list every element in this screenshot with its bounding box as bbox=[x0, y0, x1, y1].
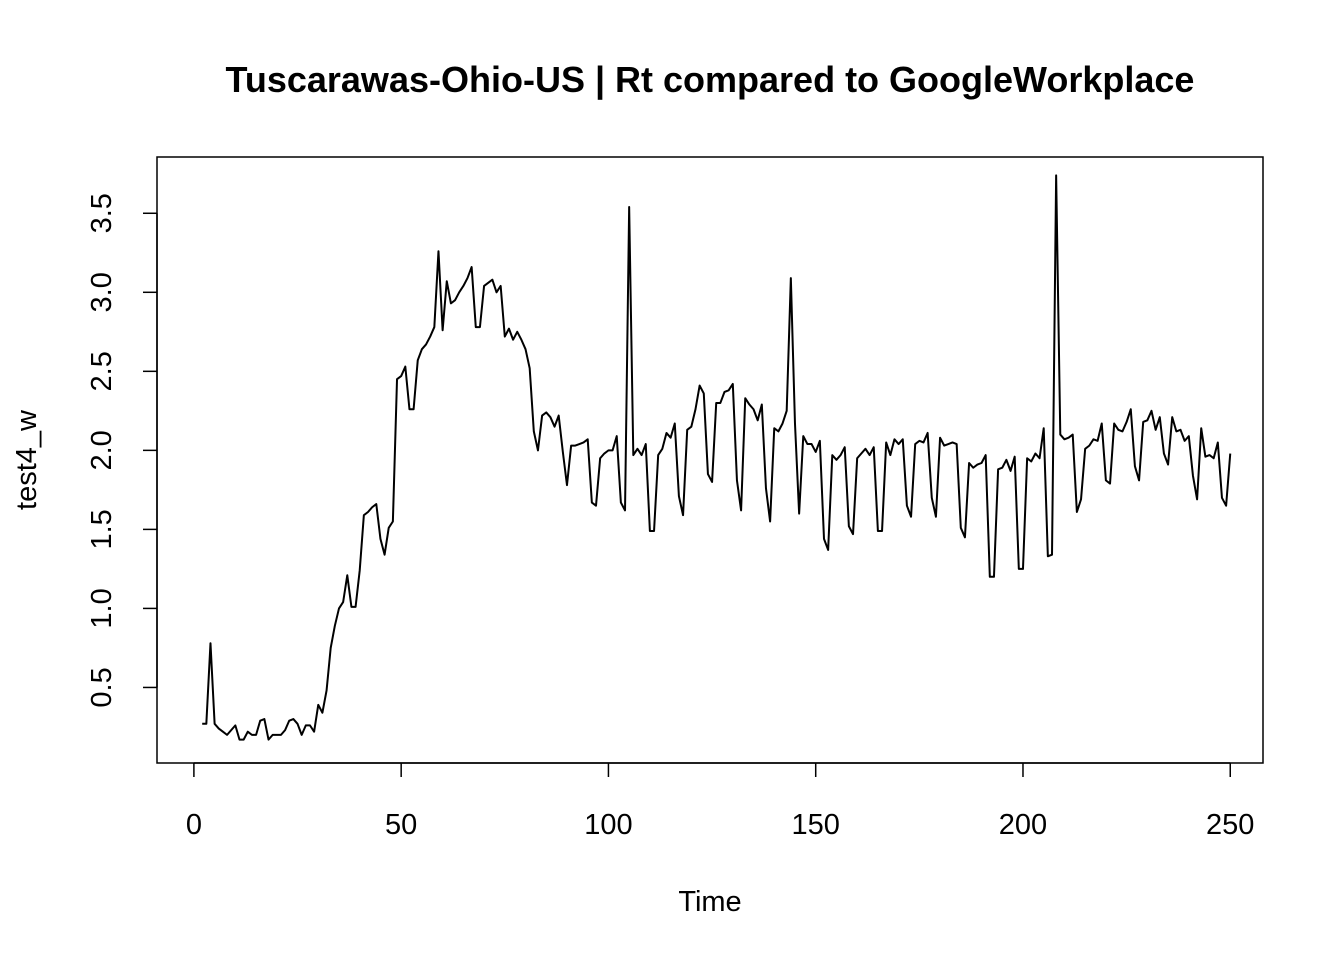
y-tick-label: 0.5 bbox=[86, 667, 118, 707]
x-axis-label: Time bbox=[678, 886, 741, 918]
y-axis-label: test4_w bbox=[11, 409, 43, 510]
y-axis: 0.5 1.0 1.5 2.0 2.5 3.0 3.5 bbox=[86, 193, 158, 708]
x-axis: 0 50 100 150 200 250 bbox=[186, 762, 1254, 841]
chart-title: Tuscarawas-Ohio-US | Rt compared to Goog… bbox=[226, 59, 1195, 101]
x-tick-label: 150 bbox=[792, 809, 840, 841]
y-tick-label: 2.0 bbox=[86, 430, 118, 470]
y-tick-label: 2.5 bbox=[86, 351, 118, 391]
series-line bbox=[202, 174, 1232, 741]
x-tick-label: 200 bbox=[999, 809, 1047, 841]
y-tick-label: 3.0 bbox=[86, 272, 118, 312]
x-tick-label: 0 bbox=[186, 809, 202, 841]
x-tick-label: 100 bbox=[584, 809, 632, 841]
y-tick-label: 3.5 bbox=[86, 193, 118, 233]
x-tick-label: 50 bbox=[385, 809, 417, 841]
series-layer bbox=[202, 174, 1232, 741]
x-tick-label: 250 bbox=[1206, 809, 1254, 841]
y-tick-label: 1.0 bbox=[86, 588, 118, 628]
y-tick-label: 1.5 bbox=[86, 509, 118, 549]
